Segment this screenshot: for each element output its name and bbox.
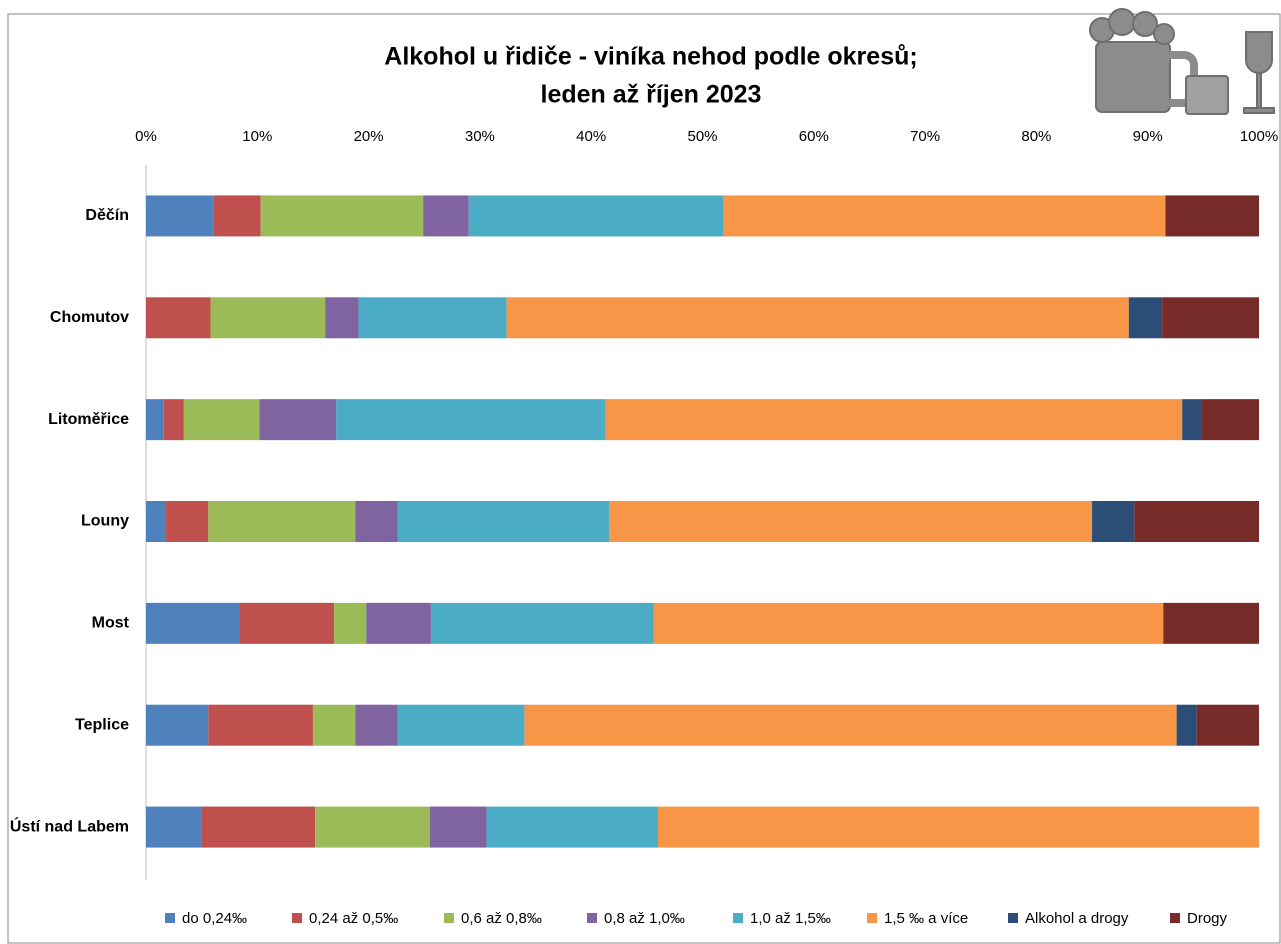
bar-segment (213, 195, 261, 237)
bar-segment (1201, 399, 1259, 441)
bar-segment (210, 297, 326, 339)
bar-segment (524, 704, 1177, 746)
bar-segment (486, 806, 658, 848)
legend-label: do 0,24‰ (182, 910, 247, 927)
bar-segment (657, 806, 1259, 848)
bar-segment (239, 602, 335, 644)
chart-title: Alkohol u řidiče - viníka nehod podle ok… (384, 43, 917, 71)
legend-label: 0,8 až 1,0‰ (604, 910, 685, 927)
legend-swatch (444, 913, 454, 923)
bar-segment (397, 704, 525, 746)
legend-swatch (867, 913, 877, 923)
legend-label: Alkohol a drogy (1025, 910, 1129, 927)
bar-segment (468, 195, 724, 237)
y-tick-label: Litoměřice (48, 411, 129, 428)
legend-swatch (292, 913, 302, 923)
y-tick-label: Most (92, 615, 130, 632)
bar-segment (506, 297, 1129, 339)
bar-segment (312, 704, 356, 746)
bar-segment (423, 195, 469, 237)
bar-segment (366, 602, 431, 644)
bar-segment (1196, 704, 1259, 746)
y-tick-label: Děčín (85, 207, 129, 224)
x-tick-label: 90% (1133, 128, 1163, 145)
bar-segment (201, 806, 316, 848)
bar-segment (1134, 501, 1259, 542)
bar-segment (315, 806, 430, 848)
y-tick-label: Teplice (75, 716, 129, 733)
bar-segment (1163, 602, 1259, 644)
bar-segment (146, 399, 164, 441)
bar-segment (336, 399, 606, 441)
legend-swatch (587, 913, 597, 923)
bar-segment (430, 602, 654, 644)
bar-segment (334, 602, 367, 644)
bar-segment (163, 399, 184, 441)
bar-segment (146, 297, 211, 339)
bar-segment (146, 501, 167, 542)
drink-icons (1089, 8, 1275, 115)
bar-segment (429, 806, 487, 848)
x-tick-label: 40% (576, 128, 606, 145)
x-tick-label: 60% (799, 128, 829, 145)
legend-label: 1,0 až 1,5‰ (750, 910, 831, 927)
chart-title: leden až říjen 2023 (541, 81, 762, 109)
y-tick-label: Louny (81, 513, 129, 530)
bar-segment (183, 399, 260, 441)
bar-segment (609, 501, 1093, 542)
bar-segment (397, 501, 610, 542)
legend-label: 0,6 až 0,8‰ (461, 910, 542, 927)
x-tick-label: 30% (465, 128, 495, 145)
bar-segment (325, 297, 359, 339)
bar-segment (146, 806, 202, 848)
bar-segment (1176, 704, 1197, 746)
bar-segment (1165, 195, 1259, 237)
legend-label: 0,24 až 0,5‰ (309, 910, 398, 927)
bar-segment (355, 501, 398, 542)
bar-segment (1128, 297, 1163, 339)
bar-segment (653, 602, 1164, 644)
bar-segment (1092, 501, 1135, 542)
legend-swatch (1008, 913, 1018, 923)
x-tick-label: 70% (910, 128, 940, 145)
legend-label: 1,5 ‰ a více (884, 910, 968, 927)
bar-segment (208, 704, 313, 746)
legend-swatch (733, 913, 743, 923)
chart-frame (7, 13, 1281, 944)
bar-segment (1162, 297, 1259, 339)
bar-segment (355, 704, 398, 746)
x-tick-label: 10% (242, 128, 272, 145)
bar-segment (146, 602, 240, 644)
x-tick-label: 20% (354, 128, 384, 145)
bar-segment (358, 297, 507, 339)
bar-segment (723, 195, 1166, 237)
bar-segment (259, 399, 337, 441)
bar-segment (260, 195, 424, 237)
legend-swatch (1170, 913, 1180, 923)
x-tick-label: 50% (687, 128, 717, 145)
legend-label: Drogy (1187, 910, 1228, 927)
bar-segment (208, 501, 356, 542)
y-tick-label: Ústí nad Labem (10, 816, 129, 835)
bar-segment (146, 195, 214, 237)
x-tick-label: 0% (135, 128, 157, 145)
y-tick-label: Chomutov (50, 309, 129, 326)
bar-segment (146, 704, 209, 746)
legend-swatch (165, 913, 175, 923)
bar-segment (605, 399, 1183, 441)
bar-segment (1182, 399, 1202, 441)
x-tick-label: 100% (1240, 128, 1278, 145)
x-tick-label: 80% (1021, 128, 1051, 145)
bar-segment (166, 501, 209, 542)
